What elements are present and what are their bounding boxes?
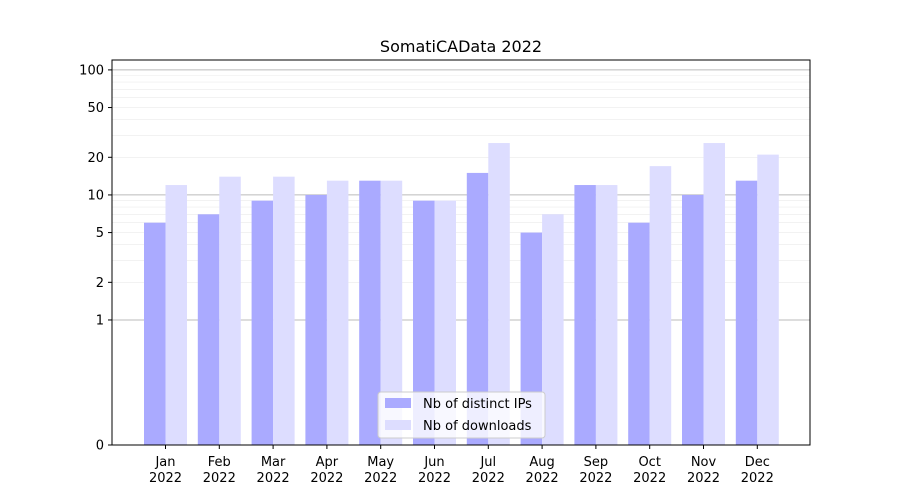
- bars: [144, 143, 779, 446]
- bar-distinct-ips: [682, 194, 704, 445]
- legend-swatch-distinct-ips: [385, 398, 411, 408]
- x-tick-label-year: 2022: [418, 471, 451, 486]
- legend: Nb of distinct IPs Nb of downloads: [377, 391, 546, 439]
- x-tick-label-month: Dec: [745, 455, 770, 470]
- x-tick-label-month: Jul: [479, 455, 496, 470]
- bar-downloads: [165, 185, 187, 445]
- x-tick-label-year: 2022: [633, 471, 666, 486]
- bar-distinct-ips: [359, 180, 381, 445]
- x-tick-label-month: Nov: [691, 455, 717, 470]
- y-tick-label: 5: [96, 226, 104, 241]
- bar-distinct-ips: [466, 172, 489, 445]
- bar-downloads: [488, 143, 510, 445]
- x-tick-label-month: Apr: [316, 455, 339, 470]
- x-tick-label-year: 2022: [310, 471, 343, 486]
- bar-distinct-ips: [628, 222, 650, 445]
- x-tick-label-year: 2022: [526, 471, 559, 486]
- y-tick-label: 20: [87, 151, 104, 166]
- plot-frame: [111, 59, 811, 446]
- x-tick-label-month: Jan: [154, 455, 175, 470]
- x-tick-label-month: Oct: [638, 455, 660, 470]
- y-tick-label: 0: [96, 439, 104, 454]
- bar-distinct-ips: [144, 222, 166, 445]
- x-tick-label-year: 2022: [203, 471, 236, 486]
- x-tick-label-month: Mar: [261, 455, 286, 470]
- x-tick-label-month: Jun: [423, 455, 444, 470]
- chart-title: SomatiCAData 2022: [380, 37, 542, 56]
- bar-distinct-ips: [574, 185, 596, 445]
- x-tick-label-year: 2022: [149, 471, 182, 486]
- bar-distinct-ips: [197, 214, 220, 445]
- y-tick-label: 2: [96, 276, 104, 291]
- x-axis: Jan2022Feb2022Mar2022Apr2022May2022Jun20…: [149, 445, 774, 486]
- legend-box: [377, 391, 546, 439]
- y-tick-label: 10: [87, 188, 104, 203]
- bar-downloads: [219, 176, 241, 445]
- bar-distinct-ips: [735, 180, 758, 445]
- y-axis: 0 1 2 5 10 20 50 100: [79, 63, 112, 454]
- bar-downloads: [273, 176, 295, 445]
- legend-label-distinct-ips: Nb of distinct IPs: [423, 397, 532, 412]
- x-tick-label-year: 2022: [472, 471, 505, 486]
- x-tick-label-month: May: [367, 455, 394, 470]
- bar-downloads: [757, 154, 779, 446]
- bar-downloads: [380, 180, 403, 445]
- bar-downloads: [326, 180, 349, 445]
- bar-distinct-ips: [413, 200, 435, 445]
- x-tick-label-year: 2022: [364, 471, 397, 486]
- x-tick-label-year: 2022: [687, 471, 720, 486]
- bar-downloads: [595, 185, 618, 445]
- y-tick-label: 1: [96, 313, 104, 328]
- bar-downloads: [649, 166, 672, 445]
- y-tick-label: 50: [87, 101, 104, 116]
- x-tick-label-month: Feb: [208, 455, 231, 470]
- bar-distinct-ips: [251, 200, 274, 445]
- x-tick-label-month: Sep: [584, 455, 609, 470]
- y-tick-label: 100: [79, 63, 104, 78]
- bar-downloads: [703, 143, 725, 445]
- legend-swatch-downloads: [385, 420, 411, 430]
- bar-distinct-ips: [305, 194, 327, 445]
- bar-downloads: [542, 214, 564, 445]
- x-tick-label-year: 2022: [257, 471, 290, 486]
- legend-label-downloads: Nb of downloads: [423, 419, 532, 434]
- x-tick-label-year: 2022: [741, 471, 774, 486]
- bar-downloads: [434, 200, 456, 445]
- x-tick-label-month: Aug: [529, 455, 554, 470]
- x-tick-label-year: 2022: [579, 471, 612, 486]
